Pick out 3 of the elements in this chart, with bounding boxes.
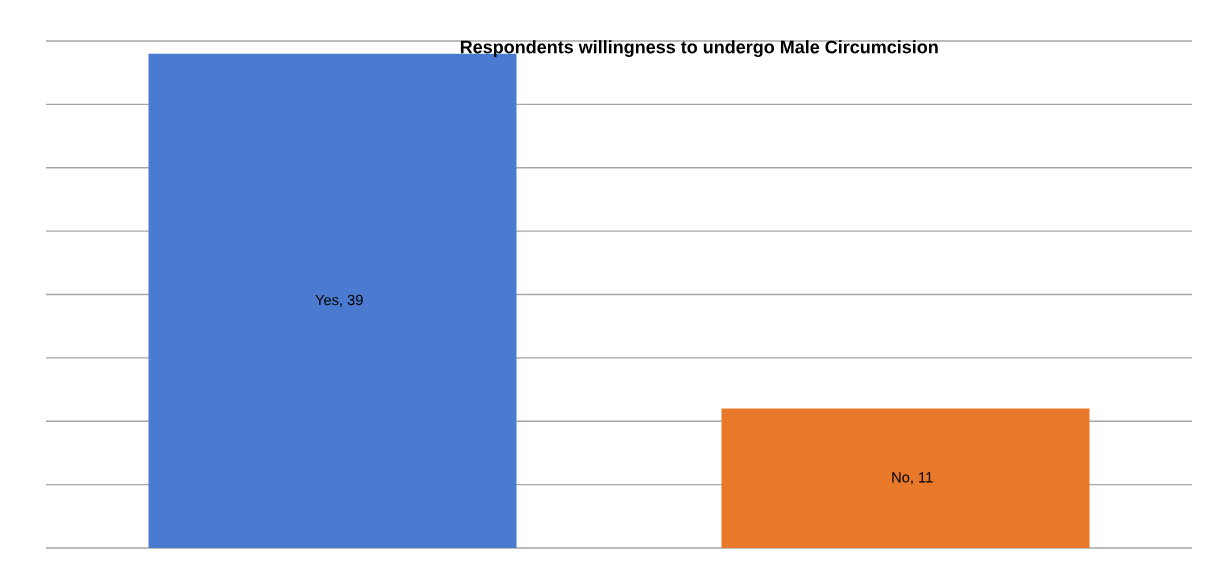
chart-title: Respondents willingness to undergo Male Circumcision <box>460 40 938 58</box>
data-label: No, 11 <box>892 472 933 485</box>
data-label: Yes, 39 <box>315 294 363 307</box>
